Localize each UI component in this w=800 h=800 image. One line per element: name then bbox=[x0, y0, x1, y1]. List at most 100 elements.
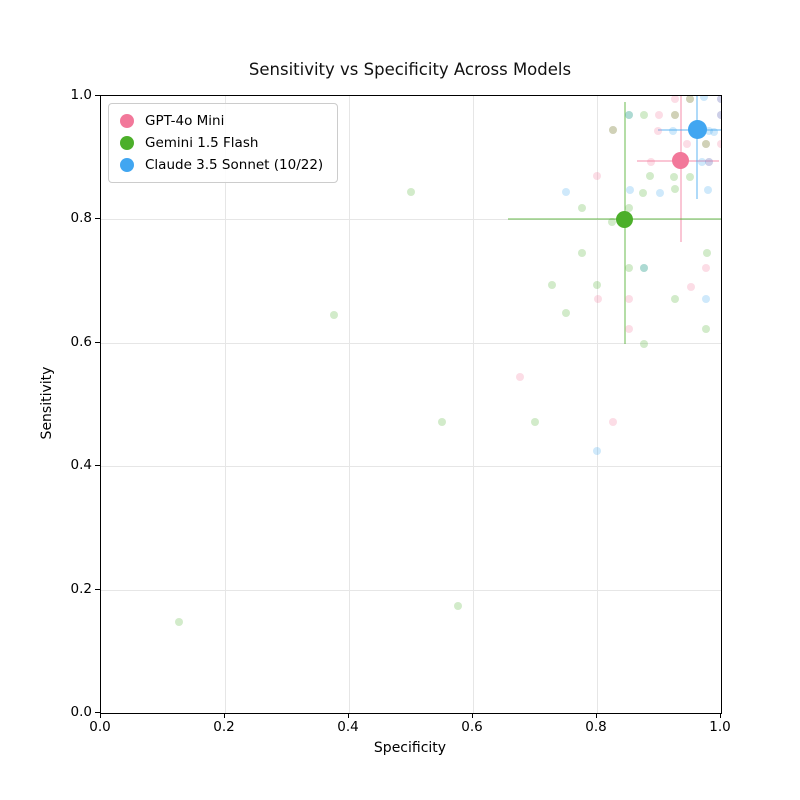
scatter-point bbox=[717, 96, 721, 104]
scatter-point bbox=[710, 127, 719, 136]
x-tick-mark bbox=[224, 713, 225, 718]
scatter-point bbox=[701, 139, 710, 148]
gridline-x-0.8 bbox=[597, 96, 598, 713]
scatter-point bbox=[593, 172, 601, 181]
legend-label: GPT-4o Mini bbox=[145, 113, 225, 129]
scatter-point bbox=[670, 184, 679, 193]
legend-label: Claude 3.5 Sonnet (10/22) bbox=[145, 157, 324, 173]
gridline-y-0.6 bbox=[101, 342, 721, 344]
plot-area bbox=[100, 95, 722, 714]
y-axis-label: Sensitivity bbox=[39, 366, 55, 440]
legend-entry-gpt-4o-mini: GPT-4o Mini bbox=[120, 113, 323, 129]
scatter-point bbox=[697, 158, 706, 167]
gridline-y-0.4 bbox=[101, 466, 721, 468]
scatter-point bbox=[407, 187, 415, 196]
scatter-point bbox=[671, 294, 680, 303]
scatter-point bbox=[624, 110, 633, 119]
scatter-point bbox=[704, 158, 713, 167]
y-tick-mark bbox=[95, 465, 100, 467]
scatter-point bbox=[686, 96, 694, 104]
legend-entry-claude-3-5-sonnet: Claude 3.5 Sonnet (10/22) bbox=[120, 157, 323, 173]
error-bar-y bbox=[679, 96, 682, 243]
y-tick-mark bbox=[95, 712, 100, 713]
scatter-point bbox=[717, 110, 721, 119]
scatter-point bbox=[516, 372, 525, 381]
scatter-point bbox=[624, 294, 633, 303]
x-tick-label: 1.0 bbox=[709, 719, 731, 735]
scatter-point bbox=[645, 172, 654, 181]
scatter-point bbox=[578, 203, 587, 212]
y-tick-mark bbox=[95, 95, 100, 96]
scatter-point bbox=[702, 263, 711, 272]
scatter-point bbox=[608, 125, 617, 134]
scatter-point bbox=[701, 139, 710, 148]
x-tick-label: 0.2 bbox=[213, 719, 235, 735]
legend-label: Gemini 1.5 Flash bbox=[145, 135, 259, 151]
scatter-point bbox=[640, 263, 649, 272]
error-bar-x bbox=[507, 218, 721, 221]
y-tick-mark bbox=[95, 341, 100, 343]
y-tick-label: 0.2 bbox=[70, 580, 92, 597]
error-bar-y bbox=[696, 96, 699, 200]
chart-title: Sensitivity vs Specificity Across Models bbox=[248, 60, 572, 79]
scatter-point bbox=[670, 96, 679, 104]
scatter-point bbox=[330, 311, 339, 320]
gridline-y-0.2 bbox=[101, 589, 721, 591]
scatter-point bbox=[717, 139, 721, 148]
x-tick-label: 0.6 bbox=[461, 719, 483, 735]
scatter-point bbox=[669, 172, 678, 181]
scatter-point bbox=[717, 96, 721, 104]
scatter-point bbox=[562, 187, 570, 196]
scatter-point bbox=[562, 309, 570, 318]
gridline-x-0.4 bbox=[349, 96, 350, 713]
scatter-point bbox=[578, 249, 587, 258]
scatter-point bbox=[624, 263, 633, 272]
scatter-point bbox=[625, 110, 634, 119]
scatter-point bbox=[547, 280, 556, 289]
scatter-point bbox=[717, 110, 721, 119]
scatter-point bbox=[593, 447, 601, 456]
scatter-point bbox=[640, 340, 649, 349]
scatter-point bbox=[640, 110, 649, 119]
scatter-point bbox=[175, 618, 184, 627]
legend-swatch-icon bbox=[120, 136, 134, 150]
scatter-point bbox=[687, 283, 696, 292]
gridline-x-0.6 bbox=[473, 96, 474, 713]
scatter-point bbox=[653, 127, 662, 136]
scatter-point bbox=[638, 188, 647, 197]
y-tick-label: 0.0 bbox=[70, 704, 92, 720]
scatter-point bbox=[703, 185, 712, 194]
scatter-point bbox=[625, 185, 634, 194]
scatter-point bbox=[646, 158, 655, 167]
x-tick-mark bbox=[596, 713, 597, 718]
x-tick-mark bbox=[100, 713, 101, 718]
scatter-point bbox=[655, 110, 663, 119]
scatter-point bbox=[624, 203, 633, 212]
mean-marker-claude-3-5-sonnet-10-22 bbox=[687, 120, 707, 140]
scatter-point bbox=[700, 96, 709, 102]
x-tick-mark bbox=[472, 713, 473, 718]
gridline-y-0.8 bbox=[101, 219, 721, 221]
scatter-point bbox=[702, 294, 711, 303]
scatter-point bbox=[640, 263, 649, 272]
scatter-point bbox=[593, 280, 601, 289]
y-tick-label: 0.4 bbox=[70, 457, 92, 474]
y-tick-label: 0.8 bbox=[70, 210, 92, 227]
scatter-point bbox=[686, 96, 694, 104]
y-tick-mark bbox=[95, 218, 100, 220]
scatter-point bbox=[608, 125, 617, 134]
scatter-point bbox=[704, 127, 713, 136]
y-tick-mark bbox=[95, 588, 100, 590]
scatter-point bbox=[670, 110, 679, 119]
x-tick-mark bbox=[348, 713, 349, 718]
legend: GPT-4o Mini Gemini 1.5 Flash Claude 3.5 … bbox=[108, 103, 339, 183]
scatter-point bbox=[702, 324, 711, 333]
scatter-point bbox=[702, 248, 711, 257]
mean-marker-gpt-4o-mini bbox=[672, 152, 690, 170]
scatter-point bbox=[704, 158, 713, 167]
x-tick-label: 0.8 bbox=[585, 719, 607, 735]
legend-swatch-icon bbox=[120, 158, 134, 172]
scatter-point bbox=[682, 139, 691, 148]
scatter-point bbox=[668, 127, 677, 136]
